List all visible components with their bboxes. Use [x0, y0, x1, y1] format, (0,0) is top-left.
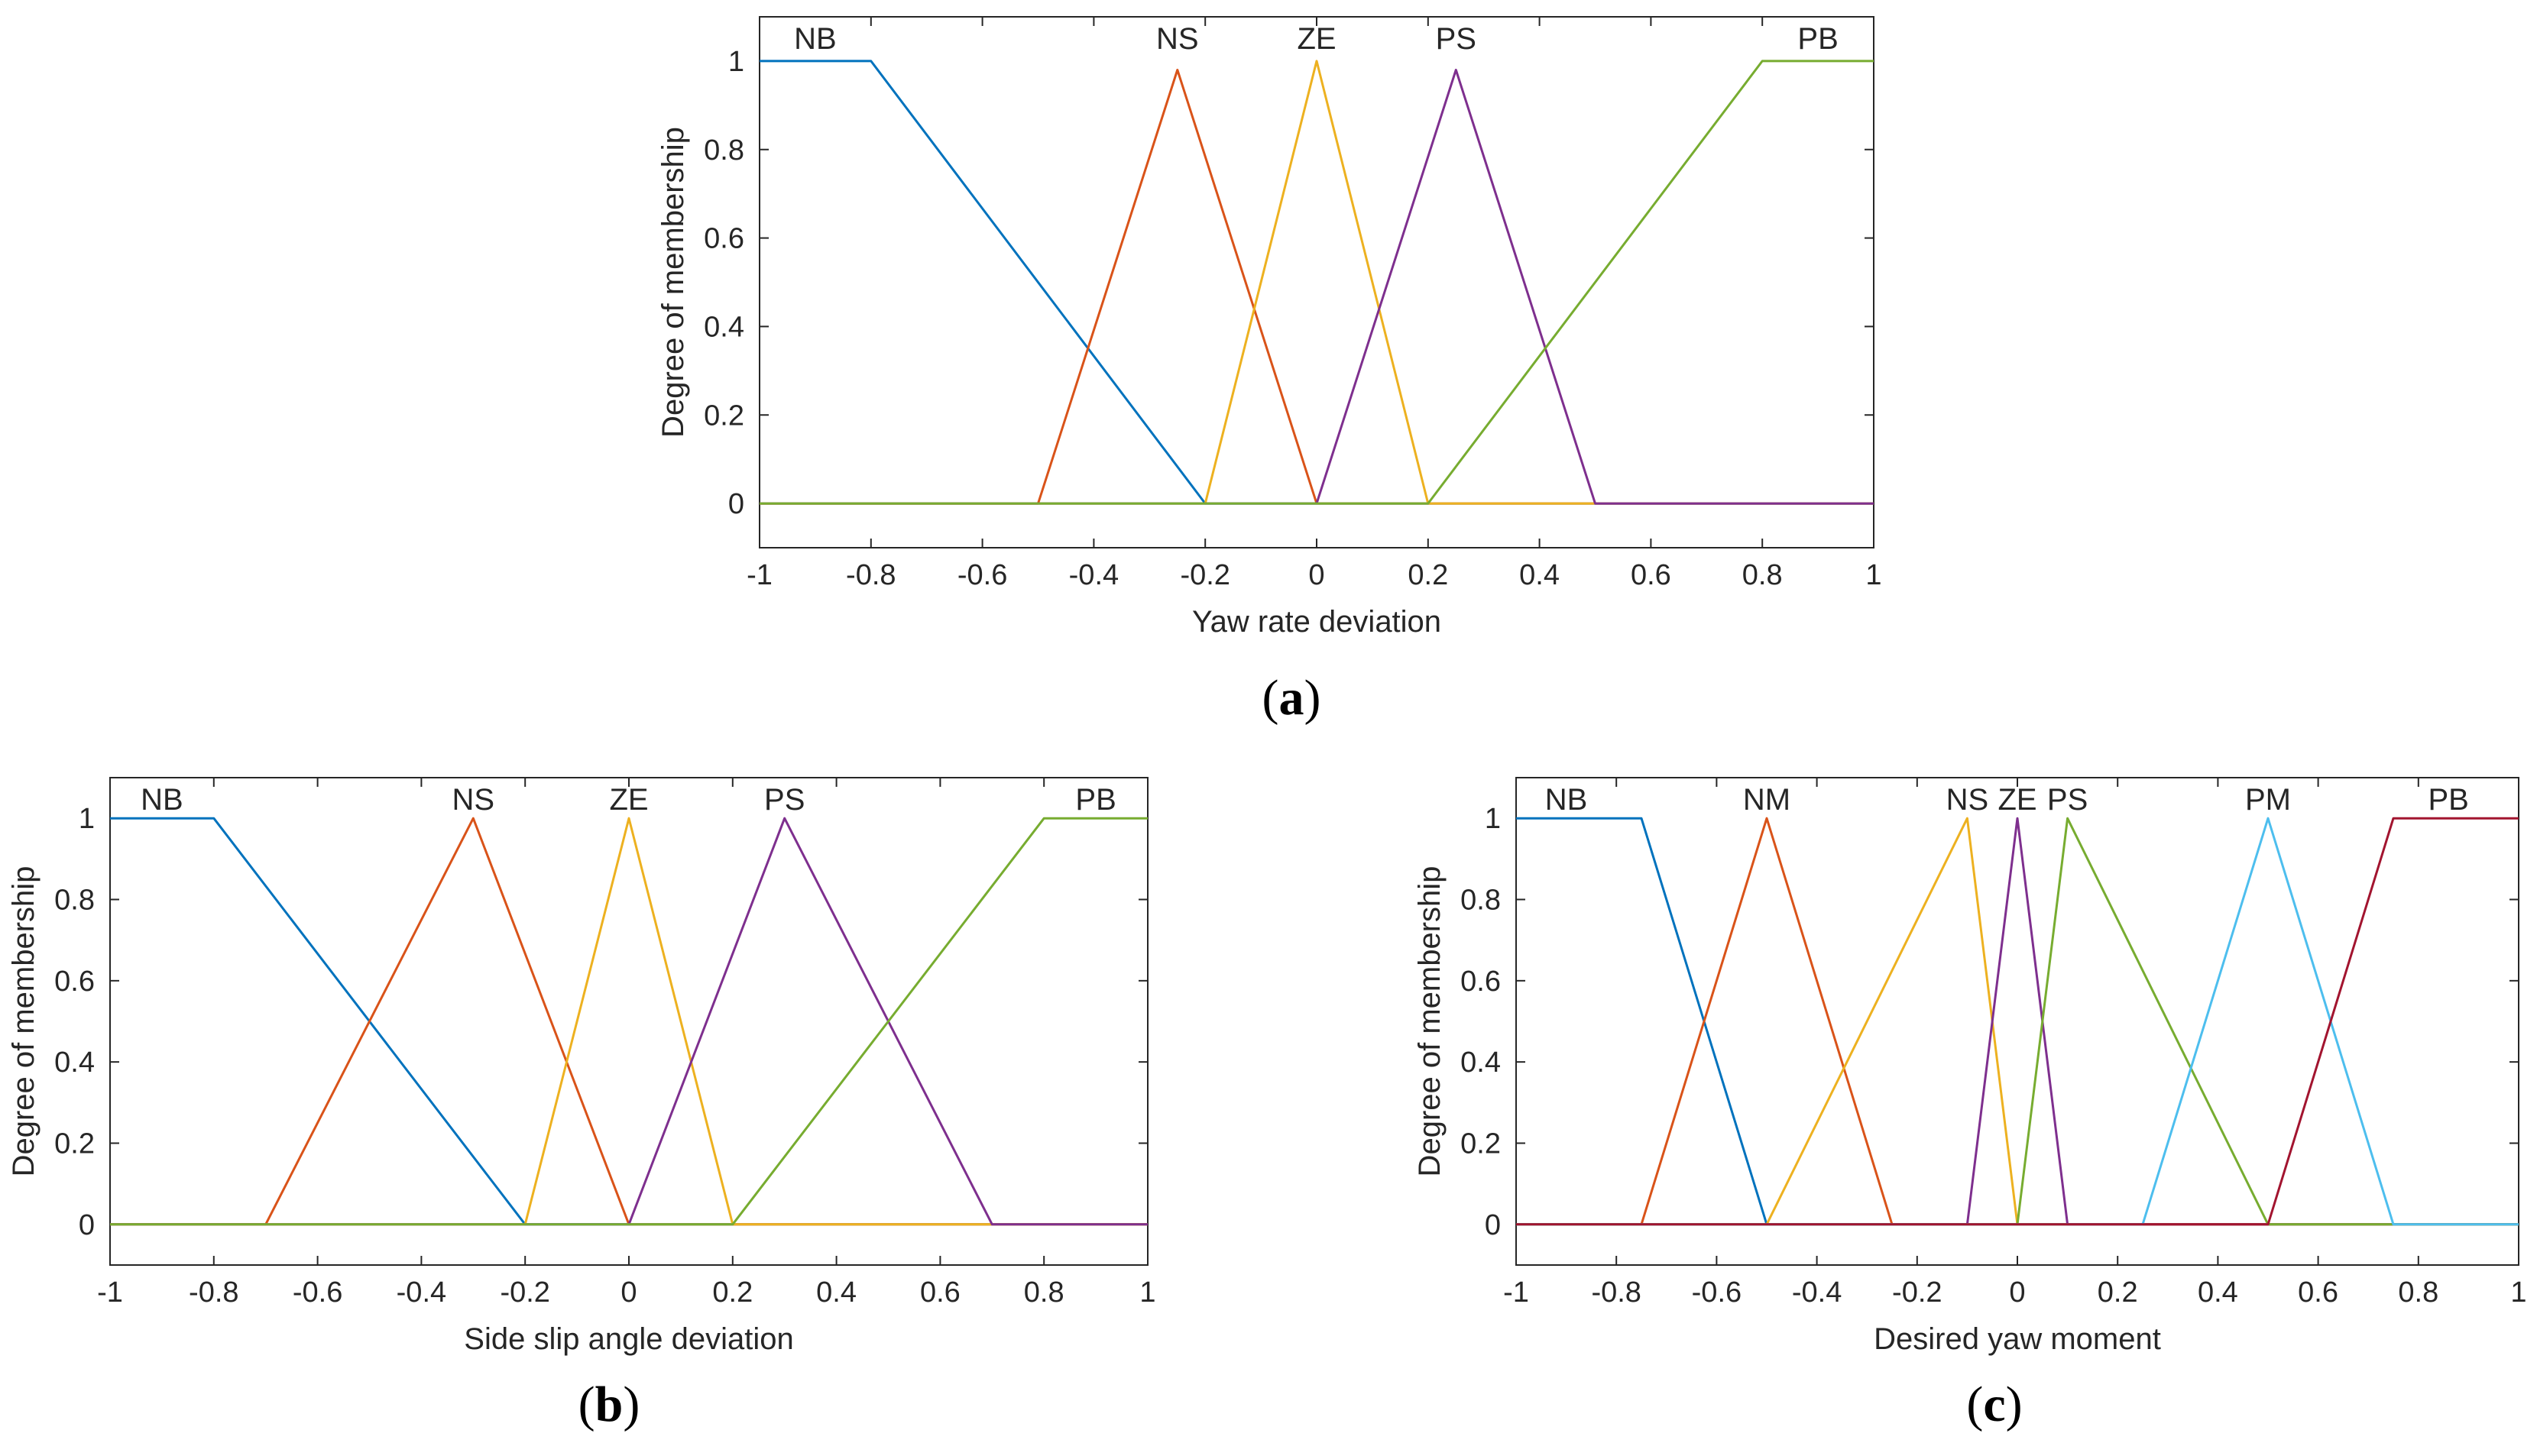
x-tick-label: 0.4 [2198, 1276, 2238, 1309]
series-line-ps [110, 817, 1148, 1226]
y-axis-label: Degree of membership [656, 127, 690, 438]
x-tick-label: -0.8 [1591, 1276, 1641, 1309]
chart-panel-b: -1 -0.8 -0.6 -0.4 -0.2 0 0.2 0.4 0.6 0.8 1 0 0.2 0.4 0… [7, 777, 1156, 1432]
y-axis-label: Degree of membership [1413, 866, 1447, 1177]
x-tick-label: -0.4 [1069, 559, 1119, 591]
x-tick-label: 0.4 [816, 1276, 857, 1309]
series-line-nb [110, 817, 1148, 1226]
x-tick-label: 1 [1139, 1276, 1155, 1309]
mf-label-pb: PB [2428, 783, 2468, 817]
x-tick-label: -1 [1503, 1276, 1529, 1309]
y-tick-label: 1 [79, 803, 95, 835]
x-tick-label: -0.6 [293, 1276, 342, 1309]
mf-label-ns: NS [452, 783, 495, 817]
y-tick-label: 0.8 [1460, 885, 1501, 917]
panel-caption: (b) [578, 1377, 640, 1432]
y-tick-label: 0.6 [1460, 966, 1501, 998]
chart-panel-c: -1 -0.8 -0.6 -0.4 -0.2 0 0.2 0.4 0.6 0.8 1 0 0.2 0.4 0… [1413, 777, 2527, 1432]
x-tick-label: -0.8 [846, 559, 896, 591]
panel-caption: (a) [1262, 670, 1321, 726]
mf-label-nb: NB [141, 783, 183, 817]
series-line-nb [1516, 817, 2519, 1226]
x-tick-label: 0.6 [920, 1276, 961, 1309]
mf-label-nb: NB [794, 22, 837, 56]
x-tick-label: -0.2 [1892, 1276, 1942, 1309]
y-tick-label: 1 [728, 46, 744, 78]
x-tick-label: -0.6 [957, 559, 1007, 591]
x-tick-label: 0.4 [1519, 559, 1560, 591]
y-tick-label: 0 [1485, 1209, 1501, 1241]
x-axis-label: Yaw rate deviation [1192, 605, 1441, 639]
mf-label-ps: PS [1436, 22, 1476, 56]
series-line-nb [760, 60, 1874, 505]
mf-label-ns: NS [1946, 783, 1989, 817]
x-tick-label: 0.8 [2398, 1276, 2438, 1309]
mf-label-ns: NS [1156, 22, 1199, 56]
x-tick-label: -0.2 [500, 1276, 549, 1309]
series-line-nm [1516, 817, 2519, 1226]
y-tick-label: 0.2 [54, 1128, 95, 1160]
x-axis-label: Side slip angle deviation [464, 1322, 793, 1356]
series-line-ze [1516, 817, 2519, 1226]
x-tick-label: 0 [2009, 1276, 2025, 1309]
series-line-pb [1516, 817, 2519, 1226]
y-tick-label: 0.8 [54, 885, 95, 917]
series-line-ze [760, 60, 1874, 505]
y-tick-label: 0.4 [54, 1047, 95, 1079]
x-tick-label: -1 [97, 1276, 123, 1309]
series-line-pb [110, 817, 1148, 1226]
x-tick-label: -0.6 [1692, 1276, 1742, 1309]
y-tick-label: 0 [728, 488, 744, 520]
series-line-pb [760, 60, 1874, 505]
x-tick-label: -0.8 [189, 1276, 238, 1309]
y-tick-label: 0.4 [1460, 1047, 1501, 1079]
y-tick-label: 0 [79, 1209, 95, 1241]
series-line-pm [1516, 817, 2519, 1226]
x-tick-label: 0.2 [1408, 559, 1448, 591]
axes-box [109, 777, 1149, 1266]
x-tick-label: -0.2 [1180, 559, 1230, 591]
x-tick-label: 0.2 [712, 1276, 753, 1309]
x-tick-label: 0.2 [2098, 1276, 2138, 1309]
mf-label-ze: ZE [609, 783, 648, 817]
axes-box [1515, 777, 2519, 1266]
x-tick-label: 0.6 [2298, 1276, 2338, 1309]
mf-label-pb: PB [1075, 783, 1116, 817]
mf-label-ze: ZE [1998, 783, 2036, 817]
mf-label-nm: NM [1743, 783, 1790, 817]
y-tick-label: 0.6 [704, 223, 744, 255]
mf-label-pm: PM [2245, 783, 2291, 817]
axes-box [759, 16, 1874, 548]
x-tick-label: 0 [1308, 559, 1324, 591]
mf-label-ps: PS [2047, 783, 2088, 817]
y-axis-label: Degree of membership [7, 866, 41, 1177]
x-axis-label: Desired yaw moment [1874, 1322, 2161, 1356]
x-tick-label: 0.8 [1024, 1276, 1064, 1309]
x-tick-label: 0 [620, 1276, 637, 1309]
series-line-ns [1516, 817, 2519, 1226]
mf-label-ps: PS [764, 783, 805, 817]
series-line-ps [1516, 817, 2519, 1226]
x-tick-label: -0.4 [1792, 1276, 1842, 1309]
series-line-ns [110, 817, 1148, 1226]
x-tick-label: -0.4 [397, 1276, 446, 1309]
y-tick-label: 0.2 [1460, 1128, 1501, 1160]
mf-label-ze: ZE [1297, 22, 1336, 56]
x-tick-label: 1 [2510, 1276, 2526, 1309]
y-tick-label: 0.2 [704, 400, 744, 432]
mf-label-nb: NB [1545, 783, 1588, 817]
panel-caption: (c) [1966, 1377, 2022, 1432]
mf-label-pb: PB [1797, 22, 1838, 56]
y-tick-label: 0.8 [704, 134, 744, 167]
chart-panel-a: -1 -0.8 -0.6 -0.4 -0.2 0 0.2 0.4 0.6 0.8 1 0 0.2 0.4 0… [656, 16, 1882, 726]
x-tick-label: -1 [747, 559, 773, 591]
x-tick-label: 0.8 [1742, 559, 1783, 591]
x-tick-label: 0.6 [1631, 559, 1671, 591]
y-tick-label: 1 [1485, 803, 1501, 835]
y-tick-label: 0.4 [704, 311, 744, 343]
y-tick-label: 0.6 [54, 966, 95, 998]
x-tick-label: 1 [1865, 559, 1881, 591]
series-line-ze [110, 817, 1148, 1226]
